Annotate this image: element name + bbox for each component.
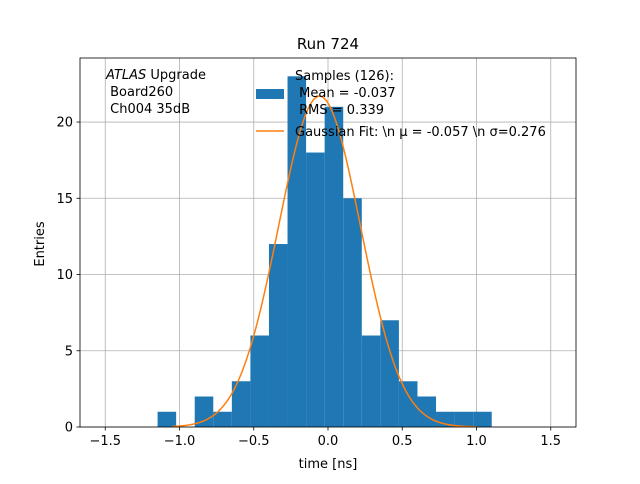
- y-tick-label: 15: [56, 192, 73, 207]
- annotation-line-1: ATLAS Upgrade: [105, 68, 206, 83]
- histogram-bar: [250, 335, 269, 427]
- annotation-line-3: Ch004 35dB: [106, 102, 190, 117]
- fit-curve: [172, 95, 477, 428]
- annotation-atlas: ATLAS: [105, 68, 146, 83]
- x-axis-label: time [ns]: [299, 457, 358, 472]
- annotation-line-2: Board260: [106, 85, 173, 100]
- histogram-bar: [361, 335, 381, 427]
- y-tick-label: 10: [56, 268, 73, 283]
- y-axis-label: Entries: [33, 221, 48, 267]
- y-tick-label: 20: [56, 116, 73, 131]
- histogram-bar: [306, 152, 325, 428]
- legend-label-fit: Gaussian Fit: \n μ = -0.057 \n σ=0.276: [295, 125, 546, 140]
- x-tick-label: 1.5: [540, 434, 561, 449]
- histogram-bar: [454, 411, 474, 427]
- y-tick-label: 5: [65, 344, 73, 359]
- legend-samples-line-1: Samples (126):: [295, 69, 394, 84]
- x-tick-label: −1.0: [164, 434, 196, 449]
- legend: Samples (126): Mean = -0.037 RMS = 0.339…: [0, 0, 546, 140]
- histogram-bar: [380, 320, 399, 427]
- legend-samples-line-2: Mean = -0.037: [295, 86, 396, 101]
- x-tick-label: 1.0: [466, 434, 487, 449]
- legend-samples-line-3: RMS = 0.339: [295, 103, 384, 118]
- histogram-bar: [213, 411, 232, 427]
- histogram-bar: [398, 381, 418, 427]
- histogram-bars: [157, 76, 492, 428]
- chart-title: Run 724: [297, 35, 359, 53]
- x-tick-label: 0.0: [318, 434, 339, 449]
- histogram-bar: [324, 106, 344, 427]
- histogram-bar: [231, 381, 251, 427]
- x-tick-label: 0.5: [392, 434, 413, 449]
- histogram-bar: [268, 244, 288, 427]
- x-tick-label: −1.5: [89, 434, 121, 449]
- histogram-bar: [194, 396, 214, 427]
- annotation: ATLAS Upgrade Board260 Ch004 35dB: [105, 68, 206, 117]
- legend-swatch-samples: [256, 89, 284, 99]
- histogram-bar: [157, 411, 177, 427]
- y-tick-label: 0: [65, 421, 73, 436]
- histogram-bar: [343, 198, 362, 427]
- annotation-upgrade: Upgrade: [146, 68, 206, 83]
- axis-ticks: −1.5 −1.0 −0.5 0.0 0.5 1.0 1.5 0 5 10 15 20: [56, 116, 561, 449]
- histogram-bar: [473, 411, 492, 427]
- gaussian-fit: [172, 95, 477, 428]
- x-tick-label: −0.5: [238, 434, 270, 449]
- legend-label-samples: Samples (126): Mean = -0.037 RMS = 0.339: [0, 0, 433, 118]
